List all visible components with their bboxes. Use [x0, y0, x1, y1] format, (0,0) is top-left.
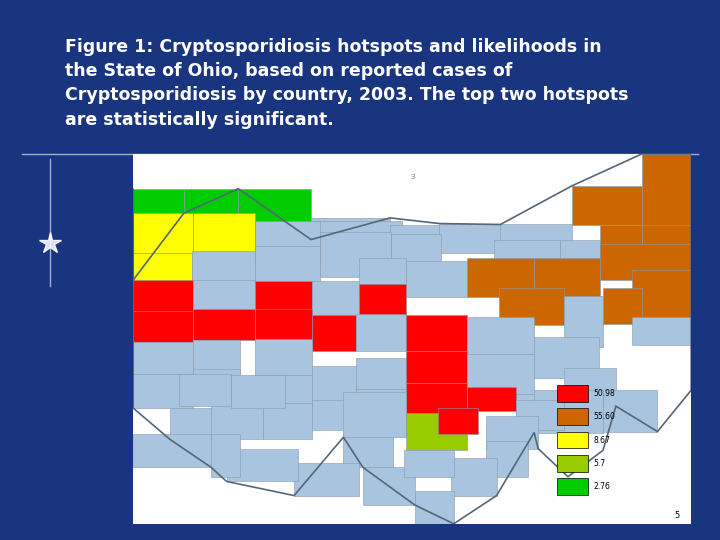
Bar: [133, 188, 184, 213]
Bar: [227, 449, 298, 482]
Bar: [494, 240, 560, 278]
Bar: [363, 467, 415, 505]
Bar: [133, 311, 193, 342]
Bar: [343, 434, 392, 467]
Bar: [603, 390, 657, 431]
Bar: [133, 280, 193, 312]
Bar: [560, 240, 600, 278]
Bar: [211, 434, 240, 477]
Bar: [311, 218, 390, 247]
Bar: [359, 258, 405, 297]
Bar: [356, 314, 405, 350]
Bar: [255, 309, 312, 343]
Bar: [133, 374, 193, 408]
Bar: [631, 269, 691, 319]
Bar: [534, 258, 600, 297]
Bar: [486, 416, 538, 449]
Bar: [263, 403, 312, 439]
Text: 55.60: 55.60: [593, 413, 616, 421]
Bar: [312, 366, 356, 401]
Bar: [486, 441, 528, 477]
Bar: [415, 491, 454, 524]
Bar: [211, 405, 263, 439]
Bar: [193, 213, 255, 255]
Bar: [133, 342, 193, 375]
Bar: [390, 225, 450, 248]
Bar: [133, 213, 193, 253]
Bar: [359, 284, 405, 321]
Text: 50.98: 50.98: [593, 389, 616, 398]
Bar: [557, 455, 588, 471]
Bar: [192, 251, 255, 288]
Bar: [320, 232, 392, 277]
Bar: [133, 434, 211, 467]
Bar: [193, 280, 255, 312]
Bar: [557, 431, 588, 448]
Bar: [179, 374, 230, 406]
Bar: [230, 375, 285, 408]
Bar: [467, 258, 534, 297]
Bar: [312, 315, 356, 350]
Bar: [315, 221, 402, 254]
Bar: [534, 338, 599, 378]
Bar: [642, 154, 691, 232]
Text: 5: 5: [675, 511, 680, 520]
Bar: [572, 186, 642, 225]
Bar: [557, 408, 588, 425]
Bar: [193, 369, 240, 404]
Bar: [438, 408, 478, 434]
Bar: [255, 375, 312, 408]
Bar: [405, 383, 467, 418]
Text: 2.76: 2.76: [593, 482, 611, 491]
Bar: [405, 413, 467, 450]
Bar: [255, 281, 312, 321]
Bar: [600, 225, 642, 266]
Bar: [516, 394, 568, 423]
Bar: [133, 154, 691, 524]
Bar: [603, 288, 642, 324]
Bar: [238, 188, 311, 240]
Bar: [451, 458, 497, 496]
Bar: [255, 221, 320, 263]
Bar: [600, 244, 691, 280]
Bar: [405, 450, 454, 477]
Text: 5.7: 5.7: [593, 459, 606, 468]
Bar: [405, 350, 467, 383]
Bar: [294, 463, 359, 496]
Text: 3: 3: [410, 174, 415, 180]
Bar: [312, 400, 356, 430]
Bar: [467, 387, 516, 411]
Bar: [564, 296, 603, 347]
Bar: [356, 358, 405, 389]
Bar: [343, 392, 405, 437]
Bar: [439, 224, 500, 253]
Bar: [255, 246, 320, 287]
Bar: [193, 309, 255, 340]
Bar: [405, 261, 467, 297]
Bar: [557, 478, 588, 495]
Bar: [467, 354, 534, 394]
Bar: [564, 368, 616, 406]
Text: 8.67: 8.67: [593, 436, 611, 445]
Bar: [500, 225, 572, 253]
Bar: [356, 389, 405, 428]
Bar: [184, 188, 238, 222]
Bar: [467, 317, 534, 354]
Bar: [392, 234, 441, 276]
Bar: [516, 400, 564, 430]
Bar: [193, 340, 240, 373]
Bar: [169, 408, 211, 439]
Bar: [631, 317, 691, 345]
Bar: [133, 253, 192, 281]
Bar: [312, 281, 359, 321]
Text: Figure 1: Cryptosporidiosis hotspots and likelihoods in
the State of Ohio, based: Figure 1: Cryptosporidiosis hotspots and…: [65, 38, 629, 129]
Bar: [499, 288, 564, 325]
Bar: [405, 315, 467, 350]
Bar: [255, 339, 312, 375]
Bar: [534, 390, 603, 433]
Bar: [642, 225, 691, 266]
Bar: [557, 385, 588, 402]
